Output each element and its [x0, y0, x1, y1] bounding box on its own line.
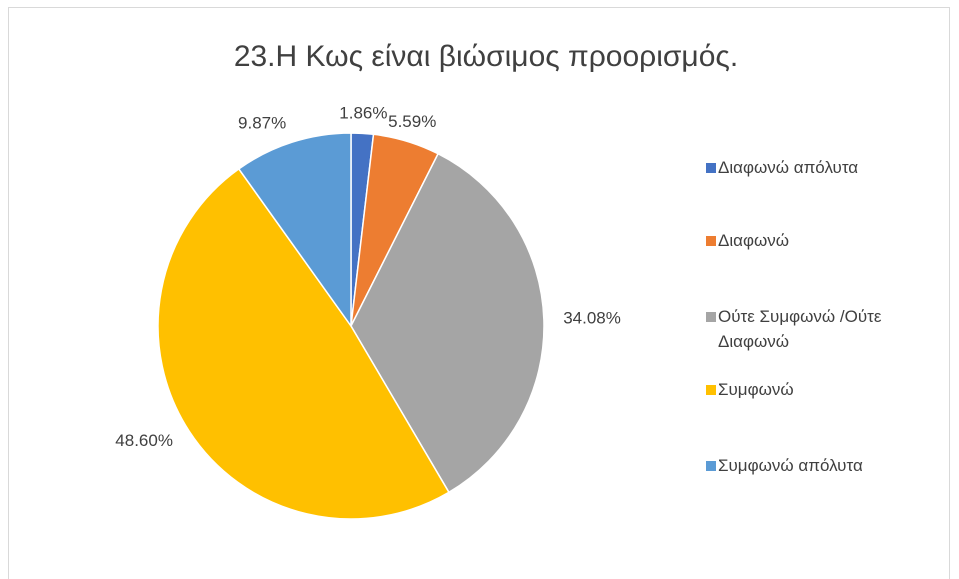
data-label: 1.86%	[339, 104, 387, 123]
legend-item: Διαφωνώ απόλυτα	[706, 155, 951, 180]
legend-item: Ούτε Συμφωνώ /Ούτε Διαφωνώ	[706, 304, 951, 354]
data-label: 48.60%	[115, 431, 173, 450]
legend-swatch	[706, 312, 716, 322]
legend-label: Ούτε Συμφωνώ /Ούτε Διαφωνώ	[718, 307, 882, 351]
data-label: 5.59%	[388, 112, 436, 131]
pie-slice	[157, 167, 450, 520]
data-label: 9.87%	[238, 113, 286, 132]
data-label: 34.08%	[563, 309, 621, 328]
legend-label: Διαφωνώ	[718, 231, 790, 250]
chart-title: 23.Η Κως είναι βιώσιμος προορισμός.	[234, 40, 738, 73]
legend-label: Διαφωνώ απόλυτα	[718, 158, 859, 177]
legend-swatch	[706, 163, 716, 173]
legend-item: Διαφωνώ	[706, 228, 951, 253]
legend-swatch	[706, 385, 716, 395]
legend-item: Συμφωνώ απόλυτα	[706, 453, 951, 478]
legend-item: Συμφωνώ	[706, 377, 951, 402]
legend-swatch	[706, 461, 716, 471]
legend-swatch	[706, 236, 716, 246]
legend-label: Συμφωνώ απόλυτα	[718, 456, 863, 475]
legend-label: Συμφωνώ	[718, 380, 794, 399]
pie-slice	[237, 132, 352, 329]
